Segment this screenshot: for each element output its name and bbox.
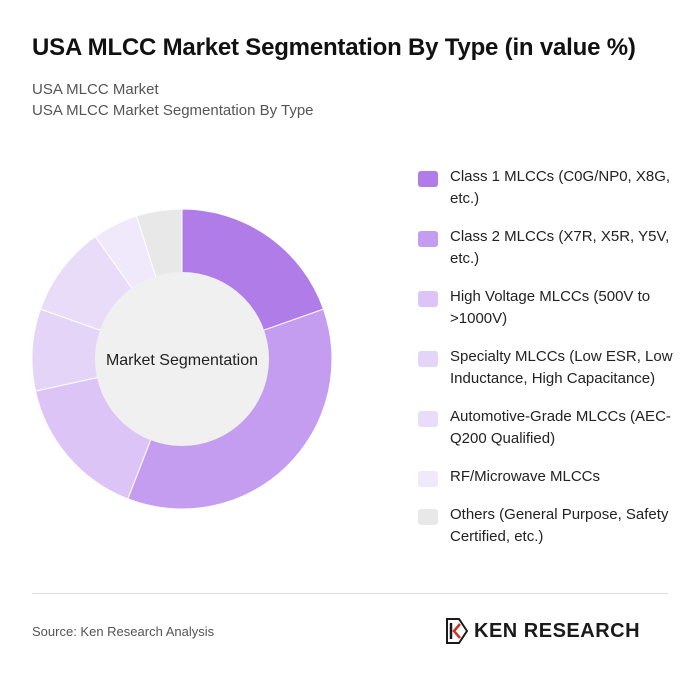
legend-label: RF/Microwave MLCCs: [450, 468, 601, 485]
chart-legend: Class 1 MLCCs (C0G/NP0, X8G, etc.) Class …: [418, 166, 678, 564]
legend-label: Specialty MLCCs (Low ESR, Low Inductance…: [450, 348, 673, 387]
legend-swatch: [418, 291, 438, 307]
legend-item-5: Automotive-Grade MLCCs (AEC-Q200 Qualifi…: [418, 406, 678, 450]
legend-swatch: [418, 509, 438, 525]
chart-subtitle-market: USA MLCC Market: [32, 81, 159, 98]
donut-chart: Market Segmentation: [31, 208, 333, 510]
legend-label: High Voltage MLCCs (500V to >1000V): [450, 288, 651, 327]
footer-divider: [32, 593, 668, 594]
legend-item-4: Specialty MLCCs (Low ESR, Low Inductance…: [418, 346, 678, 390]
brand-name: KEN RESEARCH: [474, 619, 641, 642]
legend-swatch: [418, 231, 438, 247]
legend-item-1: Class 1 MLCCs (C0G/NP0, X8G, etc.): [418, 166, 678, 210]
donut-center: [95, 272, 269, 446]
legend-label: Class 1 MLCCs (C0G/NP0, X8G, etc.): [450, 168, 671, 207]
brand-logo: KEN RESEARCH: [446, 616, 640, 646]
legend-label: Automotive-Grade MLCCs (AEC-Q200 Qualifi…: [450, 408, 671, 447]
chart-title: USA MLCC Market Segmentation By Type (in…: [32, 34, 636, 61]
source-note: Source: Ken Research Analysis: [32, 624, 215, 639]
donut-center-label: Market Segmentation: [106, 352, 258, 369]
legend-item-6: RF/Microwave MLCCs: [418, 466, 678, 488]
chart-subtitle-segmentation: USA MLCC Market Segmentation By Type: [32, 102, 314, 119]
legend-label: Class 2 MLCCs (X7R, X5R, Y5V, etc.): [450, 228, 670, 267]
legend-swatch: [418, 171, 438, 187]
legend-swatch: [418, 351, 438, 367]
legend-label: Others (General Purpose, Safety Certifie…: [450, 506, 669, 545]
ken-research-logo-icon: [446, 618, 468, 644]
legend-swatch: [418, 471, 438, 487]
legend-item-2: Class 2 MLCCs (X7R, X5R, Y5V, etc.): [418, 226, 678, 270]
legend-item-7: Others (General Purpose, Safety Certifie…: [418, 504, 678, 548]
legend-item-3: High Voltage MLCCs (500V to >1000V): [418, 286, 678, 330]
legend-swatch: [418, 411, 438, 427]
